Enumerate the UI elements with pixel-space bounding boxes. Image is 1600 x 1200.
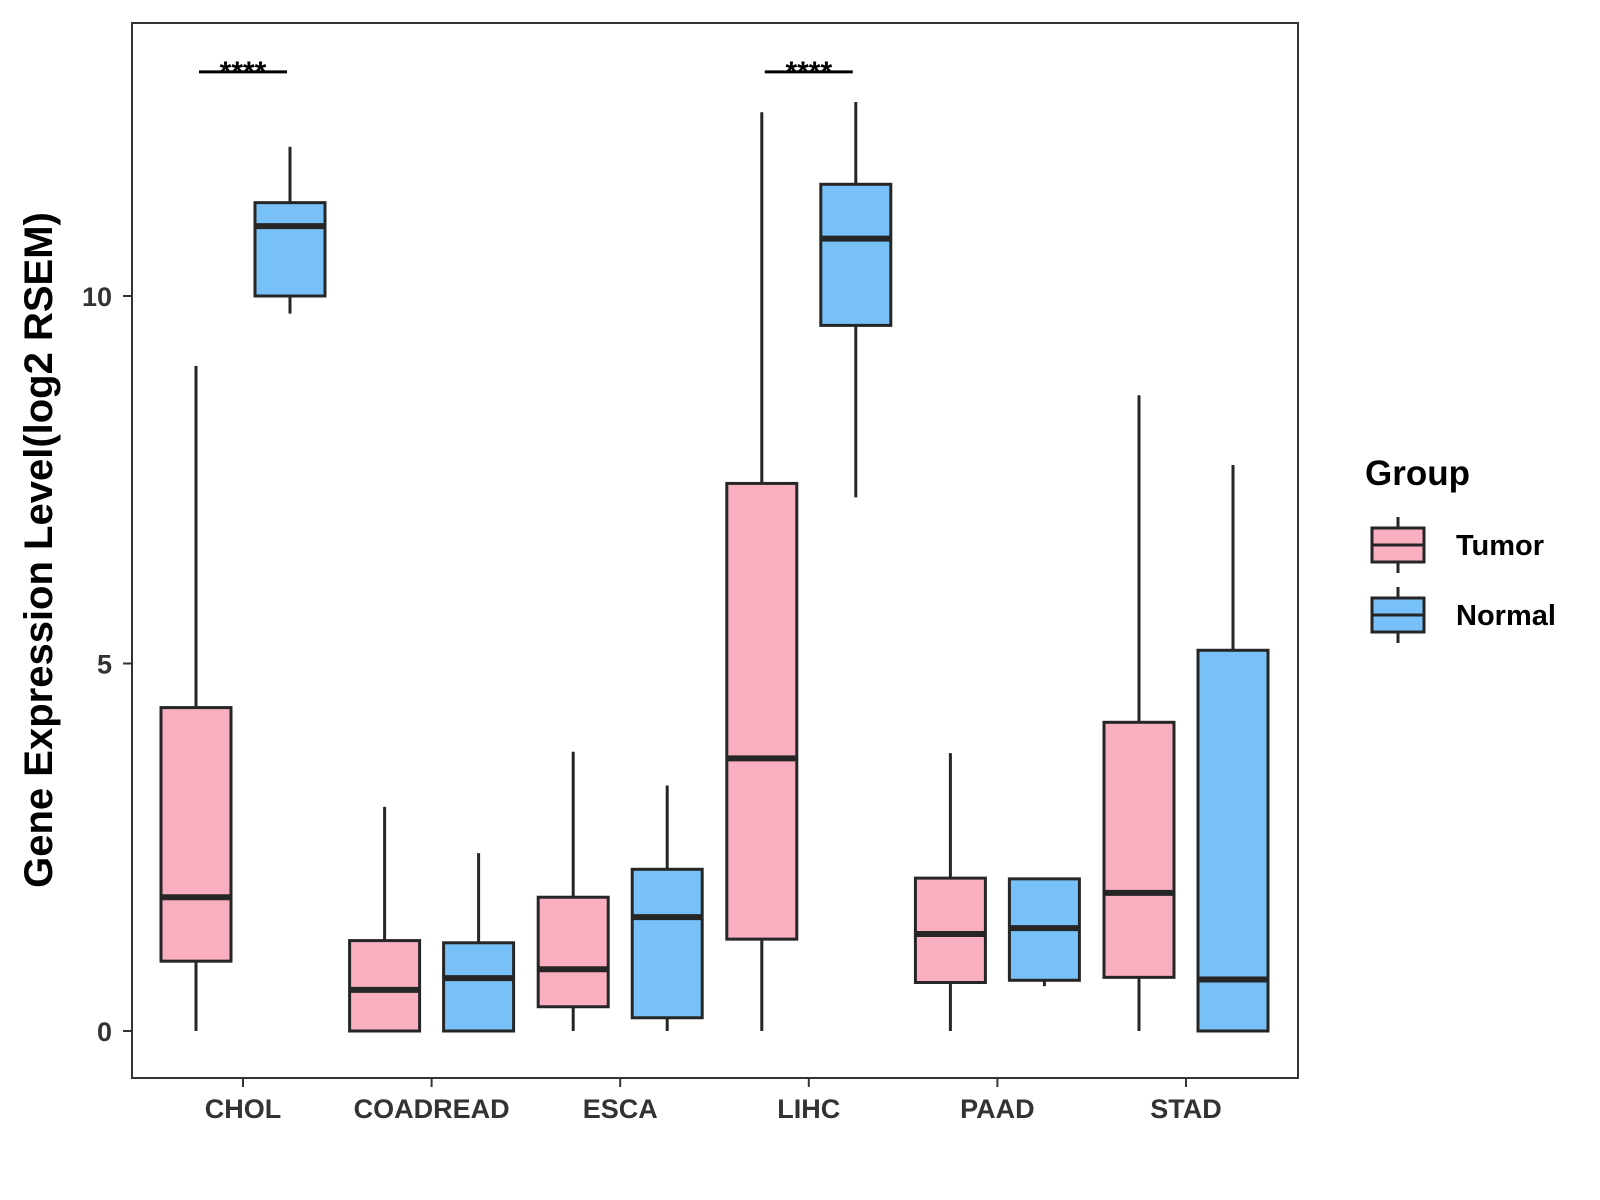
box-iqr-chol-tumor [159, 706, 233, 963]
box-stad-tumor [1102, 395, 1176, 1031]
box-chol-normal [253, 146, 327, 314]
box-paad-normal [1007, 877, 1081, 987]
legend-title: Group [1365, 454, 1470, 493]
x-tick-label-chol: CHOL [205, 1094, 282, 1124]
box-iqr-lihc-normal [819, 182, 893, 327]
x-axis: CHOL COADREAD ESCA LIHC PAAD STAD [205, 1078, 1222, 1124]
x-tick-label-coadread: COADREAD [354, 1094, 510, 1124]
significance-label-chol: **** [220, 56, 267, 89]
box-esca-normal [630, 785, 704, 1031]
y-axis-title: Gene Expression Level(log2 RSEM) [17, 212, 61, 888]
y-tick-label-0: 0 [97, 1017, 112, 1047]
box-lihc-normal [819, 101, 893, 498]
box-chol-tumor [159, 365, 233, 1031]
x-tick-label-esca: ESCA [583, 1094, 658, 1124]
box-coadread-normal [442, 853, 516, 1033]
x-tick-label-paad: PAAD [960, 1094, 1035, 1124]
legend-label-normal: Normal [1456, 600, 1556, 632]
box-iqr-chol-normal [253, 201, 327, 298]
legend: Group Tumor Normal [1365, 454, 1556, 643]
box-esca-tumor [536, 751, 610, 1031]
legend-item-tumor: Tumor [1370, 517, 1544, 573]
box-iqr-coadread-tumor [348, 939, 422, 1033]
y-axis: 0 5 10 [82, 282, 132, 1047]
box-iqr-esca-normal [630, 867, 704, 1020]
x-tick-label-lihc: LIHC [777, 1094, 840, 1124]
significance-label-lihc: **** [785, 56, 832, 89]
box-lihc-tumor [725, 112, 799, 1031]
x-tick-label-stad: STAD [1150, 1094, 1222, 1124]
chart-marks: **** **** [159, 56, 1270, 1033]
box-iqr-coadread-normal [442, 941, 516, 1033]
legend-label-tumor: Tumor [1456, 530, 1544, 562]
box-coadread-tumor [348, 806, 422, 1033]
box-iqr-esca-tumor [536, 895, 610, 1009]
box-paad-tumor [913, 753, 987, 1031]
y-tick-label-10: 10 [82, 282, 112, 312]
box-iqr-stad-normal [1196, 648, 1270, 1033]
box-iqr-lihc-tumor [725, 481, 799, 941]
box-iqr-stad-tumor [1102, 720, 1176, 979]
legend-item-normal: Normal [1370, 587, 1556, 643]
y-tick-label-5: 5 [97, 650, 112, 680]
box-iqr-paad-tumor [913, 876, 987, 984]
box-stad-normal [1196, 465, 1270, 1033]
